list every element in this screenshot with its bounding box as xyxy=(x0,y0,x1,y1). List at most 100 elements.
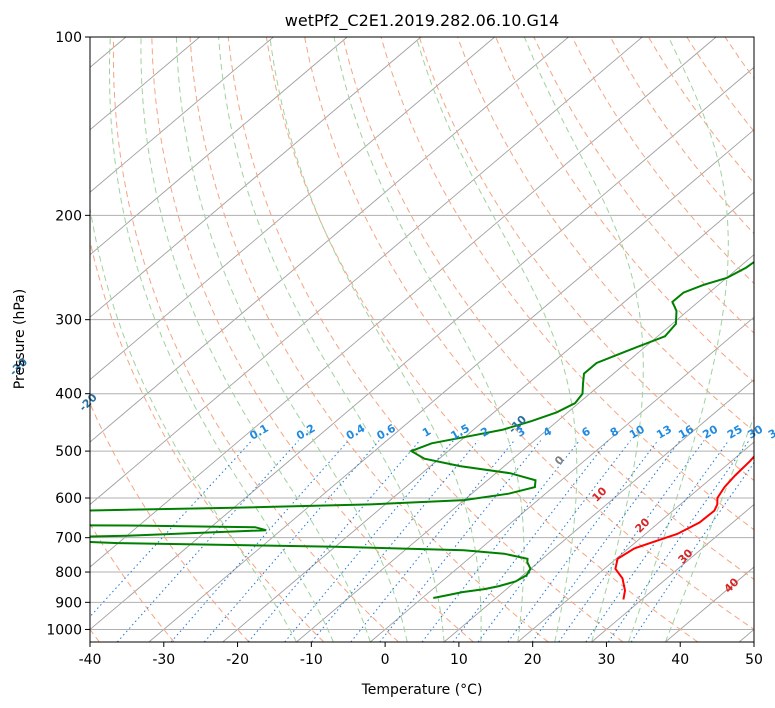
isotherm-line xyxy=(517,441,754,642)
mixing-ratio-line xyxy=(452,440,609,642)
dry-adiabat-label: 0 xyxy=(552,453,567,468)
mixing-ratio-label: 0.1 xyxy=(247,422,270,443)
isotherm-line xyxy=(296,254,754,642)
mixing-ratio-line xyxy=(421,440,580,642)
mixing-ratio-line xyxy=(170,440,349,642)
plot-frame xyxy=(89,36,755,643)
y-tick-label: 700 xyxy=(55,531,82,547)
mixing-ratio-label: 36 xyxy=(766,423,775,442)
isotherm-line xyxy=(90,37,422,318)
moist-adiabat xyxy=(269,37,482,642)
dry-adiabat xyxy=(265,37,699,642)
mixing-ratio-label: 1 xyxy=(420,425,433,440)
dry-adiabat xyxy=(90,522,175,642)
x-tick-label: 10 xyxy=(450,652,468,668)
y-tick-label: 800 xyxy=(55,565,82,581)
dry-adiabat xyxy=(90,238,325,642)
dewpoint-line xyxy=(90,260,754,599)
mixing-ratio-label: 13 xyxy=(654,423,674,442)
moist-adiabat xyxy=(90,205,297,642)
x-axis-label: Temperature (°C) xyxy=(361,682,483,698)
mixing-ratio-label: 25 xyxy=(725,423,745,442)
y-tick-label: 500 xyxy=(55,444,82,460)
dry-adiabat xyxy=(304,37,754,631)
isotherm-line xyxy=(90,37,348,256)
dry-adiabat xyxy=(342,37,754,580)
isotherm-line xyxy=(591,503,754,642)
profile-series xyxy=(90,260,754,600)
moist-adiabat xyxy=(175,37,408,642)
x-tick-label: 40 xyxy=(671,652,689,668)
mixing-ratio-label: 0.6 xyxy=(375,421,399,442)
moist-adiabat xyxy=(628,37,729,642)
mixing-ratio-line xyxy=(284,440,454,642)
isotherm-line xyxy=(90,37,717,568)
moist-adiabat xyxy=(664,415,754,642)
moist-adiabat xyxy=(523,37,644,642)
isotherm-line xyxy=(90,66,754,631)
mixing-ratio-line xyxy=(585,440,730,642)
chart-title: wetPf2_C2E1.2019.282.06.10.G14 xyxy=(285,11,559,31)
x-tick-label: 20 xyxy=(524,652,542,668)
moist-adiabat xyxy=(109,37,334,642)
isotherm-line xyxy=(90,37,495,381)
dry-adiabat xyxy=(609,37,754,235)
dry-adiabat xyxy=(189,37,549,642)
x-tick-label: 50 xyxy=(745,652,763,668)
dry-adiabat xyxy=(227,37,624,642)
dry-adiabat xyxy=(112,37,399,642)
y-axis-ticks: 100 200 300 400 500 600 700 800 900 1000 xyxy=(46,30,90,638)
dry-adiabat xyxy=(686,37,754,133)
mixing-ratio-line xyxy=(558,440,705,642)
mixing-ratio-line xyxy=(203,440,380,642)
x-tick-label: -30 xyxy=(152,652,175,668)
isotherm-line xyxy=(90,37,274,193)
mixing-ratio-label: 16 xyxy=(676,423,696,442)
mixing-ratio-label: 6 xyxy=(579,424,592,439)
x-tick-label: -10 xyxy=(300,652,323,668)
mixing-ratio-label: 4 xyxy=(541,424,554,439)
isotherm-line xyxy=(370,316,754,642)
mixing-ratio-label: 30 xyxy=(745,423,765,442)
isotherm-line xyxy=(90,37,200,131)
isotherm-line xyxy=(148,129,754,642)
x-axis-ticks: -40 -30 -20 -10 0 10 20 30 40 50 xyxy=(79,642,763,668)
mixing-ratio-line xyxy=(531,440,681,642)
isotherm-line xyxy=(90,37,643,506)
moist-adiabat xyxy=(218,37,445,642)
mixing-ratio-label: 20 xyxy=(700,423,720,442)
mixing-ratio-line xyxy=(350,440,515,642)
mixing-ratio-line xyxy=(477,440,631,642)
dry-adiabat-label: 30 xyxy=(676,546,696,566)
x-tick-label: -20 xyxy=(226,652,249,668)
moist-adiabat xyxy=(333,37,525,642)
mixing-ratio-line xyxy=(116,440,299,642)
moist-adiabat xyxy=(140,37,371,642)
mixing-ratio-line xyxy=(247,440,421,642)
x-tick-label: 0 xyxy=(381,652,390,668)
x-tick-label: 30 xyxy=(598,652,616,668)
y-tick-label: 300 xyxy=(55,313,82,329)
dry-adiabat-label: 20 xyxy=(633,515,653,535)
y-tick-label: 400 xyxy=(55,387,82,403)
isotherm-line xyxy=(738,628,754,642)
dry-adiabat xyxy=(495,37,754,383)
dry-adiabat xyxy=(90,402,250,642)
dry-adiabat xyxy=(763,37,775,642)
dry-adiabat xyxy=(648,37,754,184)
temperature-line xyxy=(614,455,754,600)
mixing-ratio-label: 3 xyxy=(514,425,527,440)
dry-adiabat xyxy=(380,37,754,531)
dry-adiabat-label: 10 xyxy=(590,484,610,504)
dry-adiabat xyxy=(571,37,754,285)
grid-lines xyxy=(90,37,754,642)
isotherm-line xyxy=(90,37,569,443)
x-tick-label: -40 xyxy=(79,652,102,668)
y-tick-label: 600 xyxy=(55,491,82,507)
y-tick-label: 100 xyxy=(55,30,82,46)
y-axis-label: Pressure (hPa) xyxy=(12,289,28,389)
mixing-ratio-label: 8 xyxy=(608,425,621,440)
y-tick-label: 200 xyxy=(55,208,82,224)
isotherm-line xyxy=(222,191,754,642)
